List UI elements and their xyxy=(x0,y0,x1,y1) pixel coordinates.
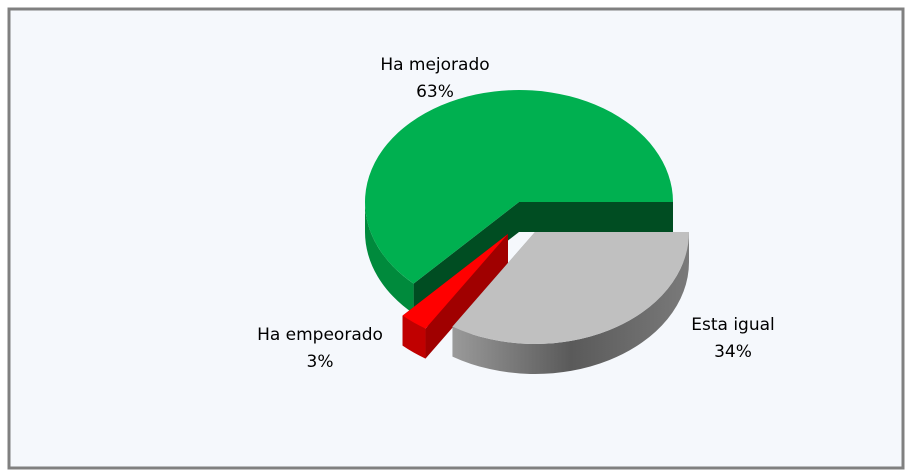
value-label: 34% xyxy=(714,342,752,362)
category-label: Ha mejorado xyxy=(380,55,489,75)
pie xyxy=(365,90,689,375)
labels: Ha mejorado 63% Ha empeorado 3% Esta igual 34… xyxy=(257,55,775,372)
slice-face xyxy=(413,202,519,314)
slice-side xyxy=(365,202,414,314)
category-label: Ha empeorado xyxy=(257,325,383,345)
value-label: 63% xyxy=(416,82,454,102)
slice xyxy=(365,90,673,284)
slice xyxy=(452,232,689,345)
slice-face xyxy=(519,202,673,232)
category-label: Esta igual xyxy=(691,315,775,335)
slice xyxy=(402,234,508,329)
slice-side xyxy=(452,232,689,375)
slice-side xyxy=(402,315,426,359)
value-label: 3% xyxy=(307,352,334,372)
